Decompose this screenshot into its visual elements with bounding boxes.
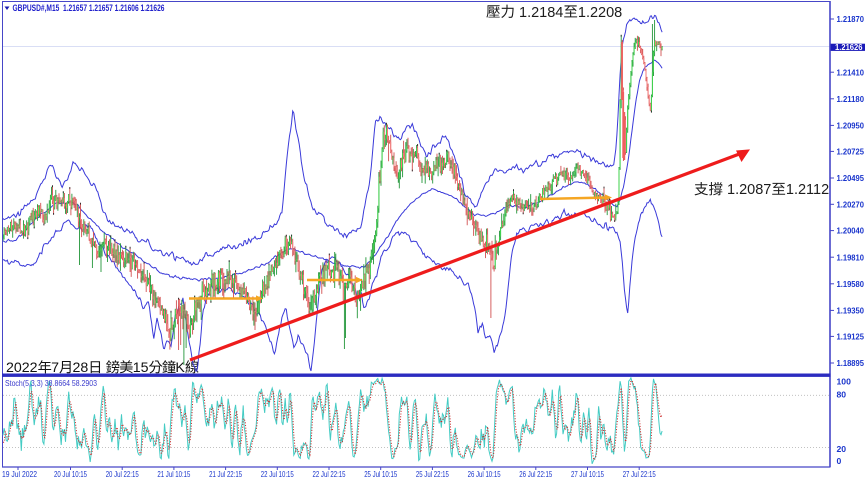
svg-text:1.21870: 1.21870 (837, 14, 865, 24)
svg-text:27 Jul 22:15: 27 Jul 22:15 (623, 470, 656, 479)
svg-text:7: 7 (51, 360, 59, 376)
svg-text:21 Jul 10:15: 21 Jul 10:15 (157, 470, 190, 479)
svg-text:K: K (175, 360, 185, 376)
svg-text:22 Jul 10:15: 22 Jul 10:15 (261, 470, 294, 479)
svg-text:25 Jul 10:15: 25 Jul 10:15 (364, 470, 397, 479)
svg-text:1.2184: 1.2184 (519, 5, 563, 21)
svg-text:1.2208: 1.2208 (578, 5, 622, 21)
svg-text:1.19810: 1.19810 (837, 252, 865, 262)
svg-text:Stoch(5,3,3) 38.8664 58.2903: Stoch(5,3,3) 38.8664 58.2903 (5, 378, 97, 388)
svg-text:1.2112: 1.2112 (786, 182, 829, 198)
svg-text:1.21180: 1.21180 (837, 94, 865, 104)
svg-text:1.21626: 1.21626 (835, 42, 863, 52)
svg-text:20: 20 (837, 444, 847, 454)
svg-text:21 Jul 22:15: 21 Jul 22:15 (209, 470, 242, 479)
svg-text:0: 0 (837, 456, 842, 466)
svg-text:100: 100 (837, 377, 852, 387)
svg-text:26 Jul 10:15: 26 Jul 10:15 (468, 470, 501, 479)
svg-text:1.19125: 1.19125 (837, 332, 865, 342)
svg-text:1.18895: 1.18895 (837, 358, 865, 368)
svg-text:1.20270: 1.20270 (837, 199, 865, 209)
svg-text:22 Jul 22:15: 22 Jul 22:15 (313, 470, 346, 479)
svg-text:2022: 2022 (6, 360, 38, 376)
svg-text:1.20040: 1.20040 (837, 226, 865, 236)
svg-text:GBPUSD#,M15 1.21657 1.21657 1: GBPUSD#,M15 1.21657 1.21657 1.21606 1.21… (13, 3, 165, 13)
svg-text:1.2087: 1.2087 (727, 182, 771, 198)
svg-text:28: 28 (73, 360, 89, 376)
svg-text:25 Jul 22:15: 25 Jul 22:15 (416, 470, 449, 479)
svg-text:20 Jul 22:15: 20 Jul 22:15 (106, 470, 139, 479)
svg-text:26 Jul 22:15: 26 Jul 22:15 (519, 470, 552, 479)
svg-text:1.20725: 1.20725 (837, 147, 865, 157)
svg-text:27 Jul 10:15: 27 Jul 10:15 (571, 470, 604, 479)
svg-text:1.21410: 1.21410 (837, 67, 865, 77)
svg-text:1.19580: 1.19580 (837, 279, 865, 289)
svg-text:1.20495: 1.20495 (837, 173, 865, 183)
svg-text:15: 15 (133, 360, 149, 376)
svg-text:19 Jul 2022: 19 Jul 2022 (2, 470, 37, 479)
svg-text:80: 80 (837, 390, 847, 400)
svg-text:1.20950: 1.20950 (837, 121, 865, 131)
svg-text:1.19350: 1.19350 (837, 306, 865, 316)
svg-text:20 Jul 10:15: 20 Jul 10:15 (54, 470, 87, 479)
